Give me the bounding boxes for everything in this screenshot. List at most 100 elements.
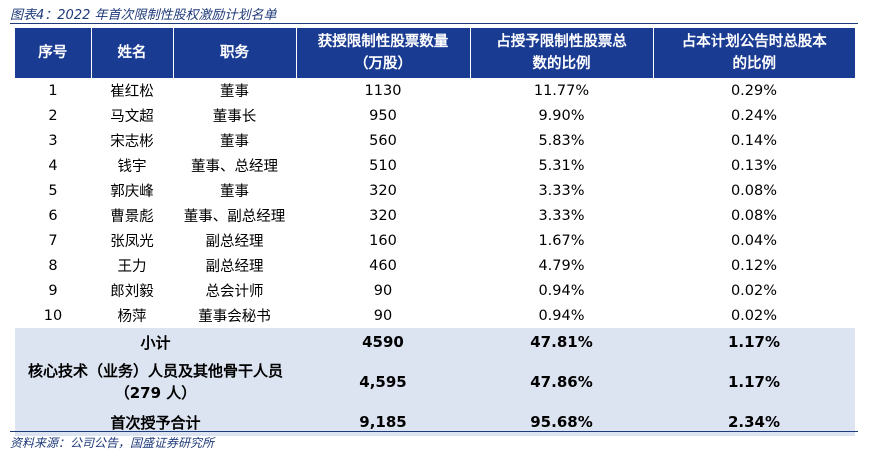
table-row: 8 王力 副总经理 460 4.79% 0.12% — [15, 253, 855, 278]
cell-no: 2 — [48, 107, 58, 124]
table-row: 2 马文超 董事长 950 9.90% 0.24% — [15, 103, 855, 128]
cell-name: 郎刘毅 — [110, 284, 154, 300]
table-row: 1 崔红松 董事 1130 11.77% 0.29% — [15, 78, 855, 103]
cell-pct-total: 0.02% — [730, 282, 778, 299]
cell-role: 董事 — [220, 84, 249, 100]
cell-pct-total: 0.04% — [730, 232, 778, 249]
cell-role: 董事 — [220, 134, 249, 150]
cell-role: 副总经理 — [205, 259, 264, 275]
cell-name: 杨萍 — [117, 309, 147, 325]
bottom-divider — [10, 431, 858, 432]
cell-shares: 160 — [369, 232, 397, 249]
subtotal-label: 小计 — [15, 328, 296, 356]
cell-pct-total: 0.12% — [730, 257, 778, 274]
cell-name: 宋志彬 — [110, 134, 154, 150]
core-staff-pct-total: 1.17% — [653, 356, 855, 408]
core-staff-pct-grant: 47.86% — [470, 356, 653, 408]
cell-pct-grant: 1.67% — [538, 232, 585, 249]
cell-name: 马文超 — [110, 109, 154, 125]
header-shares-line1: 获授限制性股票数量 — [317, 34, 449, 50]
table-body: 1 崔红松 董事 1130 11.77% 0.29% 2 马文超 董事长 950 9.90% 0.24… — [15, 78, 855, 436]
cell-shares: 950 — [369, 107, 397, 124]
cell-pct-total: 0.08% — [730, 207, 778, 224]
header-name: 姓名 — [91, 28, 174, 78]
cell-role: 董事、副总经理 — [183, 209, 286, 225]
cell-no: 7 — [48, 232, 58, 249]
cell-no: 4 — [48, 157, 58, 174]
table-row: 5 郭庆峰 董事 320 3.33% 0.08% — [15, 178, 855, 203]
cell-pct-total: 0.14% — [730, 132, 778, 149]
table-row: 10 杨萍 董事会秘书 90 0.94% 0.02% — [15, 303, 855, 328]
cell-no: 6 — [48, 207, 58, 224]
subtotal-shares: 4590 — [296, 328, 470, 356]
header-no: 序号 — [15, 28, 92, 78]
cell-no: 1 — [48, 82, 58, 99]
header-pct-total-line2: 的比例 — [732, 56, 777, 72]
cell-shares: 90 — [373, 282, 393, 299]
core-staff-row: 核心技术（业务）人员及其他骨干人员 （279 人） 4,595 47.86% 1.… — [15, 356, 855, 408]
core-staff-shares: 4,595 — [296, 356, 470, 408]
cell-pct-total: 0.13% — [730, 157, 778, 174]
cell-shares: 320 — [369, 182, 397, 199]
cell-name: 曹景彪 — [110, 209, 154, 225]
cell-shares: 320 — [369, 207, 397, 224]
header-pct-grant-line1: 占授予限制性股票总 — [496, 34, 627, 50]
cell-name: 王力 — [117, 259, 147, 275]
cell-shares: 1130 — [364, 82, 402, 99]
cell-pct-total: 0.08% — [730, 182, 778, 199]
cell-pct-grant: 5.31% — [538, 157, 585, 174]
cell-name: 张凤光 — [110, 234, 154, 250]
table-row: 4 钱宇 董事、总经理 510 5.31% 0.13% — [15, 153, 855, 178]
cell-pct-grant: 3.33% — [538, 207, 585, 224]
cell-name: 崔红松 — [110, 84, 154, 100]
subtotal-pct-grant: 47.81% — [470, 328, 653, 356]
header-row: 序号 姓名 职务 获授限制性股票数量 （万股） 占授予限制性股票总 数的比例 占本计… — [15, 28, 855, 78]
cell-role: 总会计师 — [205, 284, 264, 300]
header-pct-grant-line2: 数的比例 — [532, 56, 591, 72]
cell-name: 钱宇 — [117, 159, 147, 175]
cell-shares: 560 — [369, 132, 397, 149]
core-staff-label: 核心技术（业务）人员及其他骨干人员 （279 人） — [15, 356, 296, 408]
cell-pct-grant: 5.83% — [538, 132, 585, 149]
cell-role: 副总经理 — [205, 234, 264, 250]
cell-shares: 460 — [369, 257, 397, 274]
table-row: 6 曹景彪 董事、副总经理 320 3.33% 0.08% — [15, 203, 855, 228]
table-row: 7 张凤光 副总经理 160 1.67% 0.04% — [15, 228, 855, 253]
header-role: 职务 — [173, 28, 297, 78]
cell-no: 10 — [43, 307, 63, 324]
cell-pct-grant: 3.33% — [538, 182, 585, 199]
cell-pct-total: 0.29% — [730, 82, 778, 99]
cell-role: 董事 — [220, 184, 249, 200]
cell-no: 3 — [48, 132, 58, 149]
cell-pct-grant: 0.94% — [538, 282, 585, 299]
header-pct-total: 占本计划公告时总股本 的比例 — [653, 28, 855, 78]
header-shares-line2: （万股） — [354, 56, 412, 72]
table-row: 9 郎刘毅 总会计师 90 0.94% 0.02% — [15, 278, 855, 303]
cell-no: 9 — [48, 282, 58, 299]
cell-shares: 90 — [373, 307, 393, 324]
cell-role: 董事长 — [212, 109, 257, 125]
core-staff-label-line2: （279 人） — [114, 384, 197, 402]
cell-no: 5 — [48, 182, 58, 199]
cell-pct-grant: 0.94% — [538, 307, 585, 324]
source-note: 资料来源：公司公告，国盛证券研究所 — [10, 436, 215, 450]
table-caption: 图表4：2022 年首次限制性股权激励计划名单 — [10, 8, 277, 23]
header-shares: 获授限制性股票数量 （万股） — [296, 28, 471, 78]
cell-shares: 510 — [369, 157, 397, 174]
core-staff-label-line1: 核心技术（业务）人员及其他骨干人员 — [27, 362, 283, 380]
cell-pct-total: 0.24% — [730, 107, 778, 124]
subtotal-pct-total: 1.17% — [653, 328, 855, 356]
subtotal-row: 小计 4590 47.81% 1.17% — [15, 328, 855, 356]
cell-name: 郭庆峰 — [110, 184, 154, 200]
cell-role: 董事会秘书 — [198, 309, 271, 325]
cell-no: 8 — [48, 257, 58, 274]
incentive-plan-table: 序号 姓名 职务 获授限制性股票数量 （万股） 占授予限制性股票总 数的比例 占本计… — [15, 28, 855, 436]
cell-role: 董事、总经理 — [191, 159, 278, 175]
cell-pct-total: 0.02% — [730, 307, 778, 324]
header-pct-grant: 占授予限制性股票总 数的比例 — [470, 28, 654, 78]
header-pct-total-line1: 占本计划公告时总股本 — [681, 34, 827, 50]
cell-pct-grant: 11.77% — [533, 82, 590, 99]
cell-pct-grant: 4.79% — [538, 257, 585, 274]
cell-pct-grant: 9.90% — [538, 107, 585, 124]
top-divider — [10, 23, 858, 24]
